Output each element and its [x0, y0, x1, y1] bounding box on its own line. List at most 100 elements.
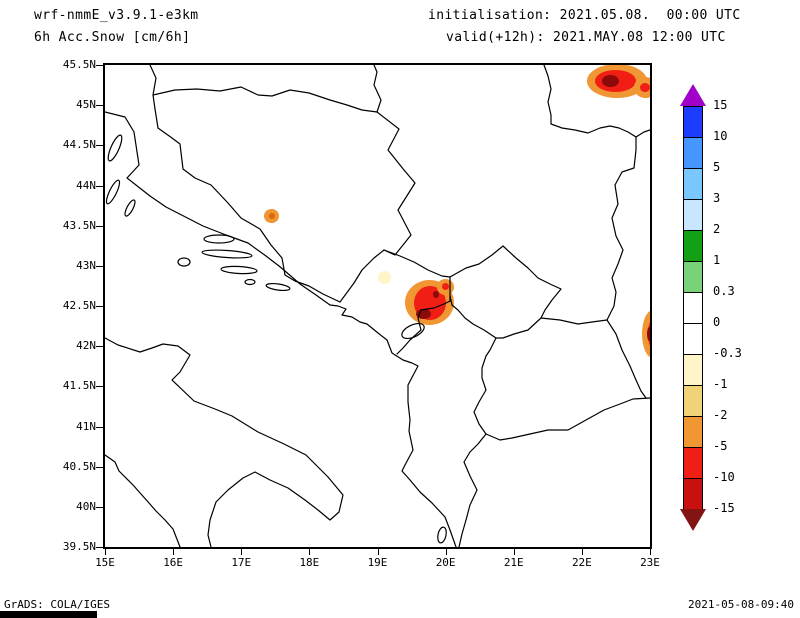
x-axis-tick-label: 23E — [640, 556, 660, 569]
island-kornati — [124, 199, 136, 217]
colorbar — [680, 84, 706, 531]
x-axis-tick-label: 17E — [231, 556, 252, 569]
colorbar-band — [683, 416, 703, 448]
y-axis-tick-mark — [96, 65, 103, 66]
island-hvar — [201, 249, 253, 259]
colorbar-level-label: 0 — [713, 315, 721, 329]
colorbar-level-label: 10 — [713, 129, 728, 143]
x-axis-tick-mark — [581, 549, 583, 555]
y-axis-tick-mark — [96, 386, 103, 388]
kosovo-border — [449, 245, 562, 339]
sava-danube-border — [152, 65, 382, 113]
colorbar-band — [683, 168, 703, 200]
x-axis-tick-label: 18E — [299, 556, 320, 569]
island-mljet — [265, 282, 291, 292]
colorbar-band — [683, 106, 703, 138]
colorbar-level-label: 15 — [713, 98, 728, 112]
y-axis-tick-label: 45N — [76, 98, 96, 112]
y-axis-tick-label: 45.5N — [62, 58, 96, 71]
macedonia-greece-border — [485, 397, 650, 441]
island-lastovo — [244, 278, 256, 286]
colorbar-level-label: -0.3 — [713, 346, 742, 360]
colorbar-level-label: 3 — [713, 191, 721, 205]
y-axis-tick-mark — [96, 506, 103, 508]
macedonia-bulgaria-border — [606, 319, 647, 399]
colorbar-level-label: -2 — [713, 408, 728, 422]
valid-time-label: valid(+12h): 2021.MAY.08 12:00 UTC — [446, 30, 726, 45]
colorbar-band — [683, 478, 703, 510]
island-korcula — [220, 265, 258, 275]
model-title: wrf-nmmE_v3.9.1-e3km — [34, 8, 199, 23]
snow-cell-kosovo-border-lobe — [441, 283, 450, 291]
serbia-bulgaria-border — [606, 136, 637, 321]
y-axis-tick-mark — [96, 426, 103, 428]
y-axis-tick-label: 43N — [76, 258, 96, 272]
x-axis-tick-mark — [173, 549, 175, 555]
x-axis-tick-mark — [650, 549, 651, 555]
colorbar-level-label: -1 — [713, 377, 728, 391]
y-axis-tick-mark — [96, 145, 103, 147]
x-axis-tick-mark — [513, 549, 515, 555]
albania-macedonia-border — [473, 337, 497, 435]
y-axis-tick-mark — [96, 306, 103, 307]
y-axis-tick-mark — [96, 466, 103, 468]
croatia-bosnia-border — [149, 65, 341, 303]
grads-credit: GrADS: COLA/IGES — [4, 598, 110, 611]
colorbar-band — [683, 137, 703, 169]
colorbar-level-label: 1 — [713, 253, 721, 267]
x-axis-tick-mark — [309, 549, 311, 555]
snow-cell-skadar-weak-spot — [377, 271, 392, 285]
snow-cell-montenegro-max-core-south — [415, 308, 431, 320]
colorbar-band — [683, 354, 703, 386]
colorbar-band — [683, 385, 703, 417]
map-borders-svg — [105, 65, 650, 547]
bottom-bar — [0, 611, 97, 618]
x-axis-tick-label: 19E — [367, 556, 388, 569]
snow-cell-serbia-bulgaria-border-max — [641, 310, 650, 359]
x-axis-tick-mark — [105, 549, 106, 555]
snow-cell-serbia-bulgaria-border-max — [646, 326, 650, 342]
snow-cell-south-banat-max — [601, 74, 620, 88]
island-brac — [203, 234, 235, 244]
colorbar-band — [683, 447, 703, 479]
montenegro-albania-border — [396, 295, 451, 355]
y-axis-tick-mark — [96, 265, 103, 267]
x-axis-tick-mark — [241, 549, 243, 555]
y-axis-tick-label: 40N — [76, 499, 96, 513]
colorbar-band — [683, 261, 703, 293]
colorbar-level-label: 5 — [713, 160, 721, 174]
y-axis-tick-label: 44N — [76, 178, 96, 192]
y-axis-tick-mark — [96, 105, 103, 107]
y-axis-tick-label: 41N — [76, 419, 96, 433]
colorbar-band — [683, 292, 703, 324]
island-dugi-otok — [105, 179, 121, 205]
x-axis-tick-label: 21E — [503, 556, 524, 569]
colorbar-band — [683, 199, 703, 231]
colorbar-band — [683, 230, 703, 262]
y-axis-tick-label: 41.5N — [62, 379, 96, 393]
albania-greece-border — [458, 433, 487, 547]
colorbar-level-label: 0.3 — [713, 284, 735, 298]
snow-cell-south-banat-max-east-lobe — [640, 82, 650, 93]
serbia-romania-border — [543, 65, 650, 138]
montenegro-bosnia-border — [339, 249, 385, 303]
init-time-label: initialisation: 2021.05.08. 00:00 UTC — [428, 8, 741, 23]
x-axis-tick-label: 22E — [571, 556, 592, 569]
adriatic-coastline — [105, 111, 457, 547]
colorbar-level-label: -5 — [713, 439, 728, 453]
italy-adriatic-coastline — [105, 337, 344, 547]
island-vis — [177, 257, 191, 267]
x-axis-tick-label: 20E — [435, 556, 456, 569]
y-axis-tick-label: 42N — [76, 339, 96, 353]
creation-timestamp: 2021-05-08-09:40 — [688, 598, 794, 611]
island-pag — [107, 134, 123, 162]
drina-border — [376, 111, 416, 256]
y-axis-tick-mark — [96, 185, 103, 187]
snow-cell-montenegro-max-core-north — [432, 291, 440, 299]
colorbar-level-label: -10 — [713, 470, 735, 484]
snow-cell-central-bosnia-spot — [268, 212, 275, 220]
y-axis-tick-mark — [96, 225, 103, 227]
macedonia-serbia-border — [540, 317, 608, 325]
y-axis-tick-label: 39.5N — [62, 540, 96, 553]
y-axis-tick-label: 43.5N — [62, 218, 96, 232]
